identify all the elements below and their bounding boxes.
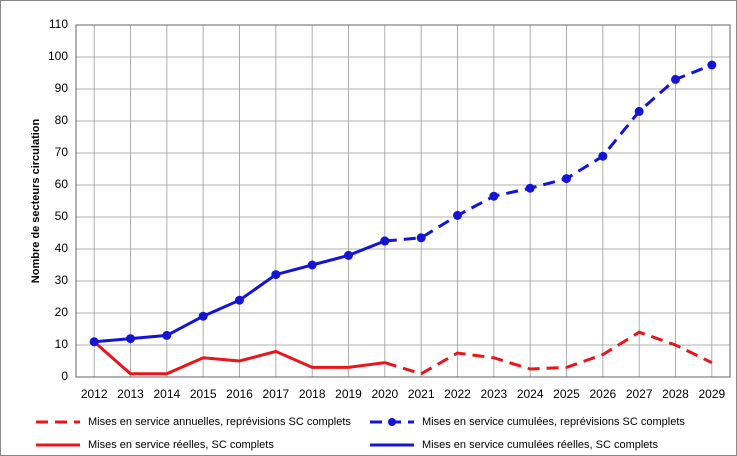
y-tick-label: 80 — [55, 113, 69, 127]
legend-label: Mises en service réelles, SC complets — [88, 439, 274, 451]
point — [307, 260, 317, 270]
series-line — [384, 330, 713, 376]
y-tick-label: 100 — [48, 49, 68, 63]
x-tick-label: 2021 — [408, 387, 435, 401]
point — [89, 337, 99, 347]
x-tick-label: 2014 — [153, 387, 180, 401]
y-tick-label: 90 — [55, 81, 69, 95]
y-tick-label: 110 — [49, 17, 68, 31]
point — [271, 270, 281, 280]
y-tick-label: 50 — [55, 209, 69, 223]
x-tick-label: 2019 — [335, 387, 362, 401]
point — [525, 183, 535, 193]
y-tick-label: 30 — [55, 273, 69, 287]
x-tick-label: 2028 — [662, 387, 689, 401]
point — [671, 74, 680, 84]
legend-label: Mises en service cumulées, reprévisions … — [422, 416, 685, 428]
y-tick-label: 0 — [61, 369, 68, 383]
x-tick-label: 2017 — [262, 387, 289, 401]
x-tick-label: 2027 — [626, 387, 653, 401]
x-tick-label: 2012 — [81, 387, 108, 401]
point — [453, 210, 462, 220]
y-tick-label: 70 — [55, 145, 69, 159]
point — [162, 330, 172, 340]
x-tick-label: 2018 — [299, 387, 326, 401]
point — [198, 311, 208, 321]
legend-label: Mises en service cumulées réelles, SC co… — [422, 439, 658, 451]
point — [562, 174, 571, 184]
point — [416, 233, 426, 243]
point — [235, 295, 244, 305]
x-tick-label: 2015 — [190, 387, 217, 401]
y-tick-label: 20 — [55, 305, 69, 319]
series-line — [384, 63, 713, 243]
series-line — [93, 340, 386, 376]
x-tick-label: 2016 — [226, 387, 253, 401]
point — [380, 236, 390, 246]
y-tick-label: 60 — [55, 177, 69, 191]
point — [489, 191, 499, 201]
x-tick-label: 2013 — [117, 387, 144, 401]
x-tick-label: 2022 — [444, 387, 471, 401]
legend-label: Mises en service annuelles, reprévisions… — [88, 416, 351, 428]
x-tick-label: 2024 — [517, 387, 544, 401]
y-tick-label: 40 — [55, 241, 69, 255]
point — [634, 106, 644, 116]
plot-border — [75, 24, 731, 378]
x-tick-label: 2020 — [371, 387, 398, 401]
point — [344, 250, 353, 260]
x-tick-label: 2026 — [589, 387, 616, 401]
x-tick-label: 2029 — [698, 387, 725, 401]
x-tick-label: 2023 — [480, 387, 507, 401]
legend-marker — [388, 418, 396, 426]
x-tick-label: 2025 — [553, 387, 580, 401]
point — [707, 60, 717, 70]
y-tick-label: 10 — [55, 337, 69, 351]
point — [598, 151, 608, 161]
point — [126, 334, 135, 344]
y-axis-label: Nombre de secteurs circulation — [30, 119, 42, 284]
